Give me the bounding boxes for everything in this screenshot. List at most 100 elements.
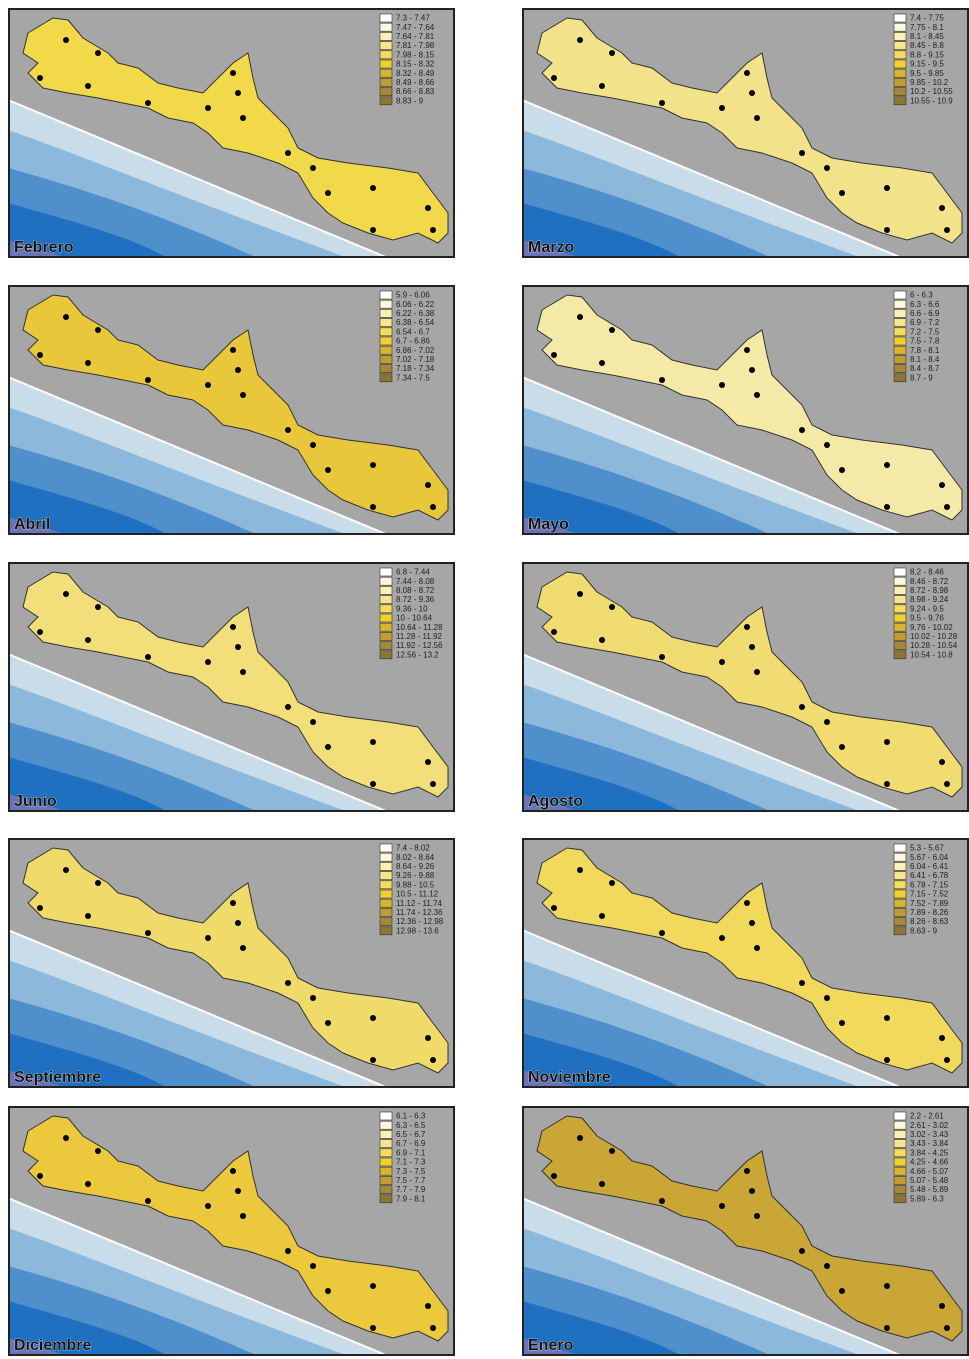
station	[719, 382, 725, 388]
legend-swatch	[380, 69, 392, 77]
month-label: Enero	[528, 1337, 574, 1354]
station	[370, 739, 376, 745]
station	[240, 392, 246, 398]
legend-swatch	[894, 365, 906, 373]
station	[577, 591, 583, 597]
legend-swatch	[380, 1167, 392, 1175]
legend-label: 7.34 - 7.5	[396, 373, 430, 382]
station	[609, 604, 615, 610]
legend-swatch	[380, 97, 392, 105]
legend-swatch	[380, 337, 392, 345]
station	[325, 190, 331, 196]
station	[577, 1135, 583, 1141]
station	[85, 1181, 91, 1187]
legend-label: 8.02 - 8.64	[396, 853, 435, 862]
legend-label: 2.61 - 3.02	[910, 1121, 949, 1130]
legend-swatch	[380, 291, 392, 299]
station	[551, 629, 557, 635]
legend-swatch	[894, 1121, 906, 1129]
station	[370, 1015, 376, 1021]
station	[240, 1213, 246, 1219]
month-label: Noviembre	[528, 1069, 611, 1086]
legend-swatch	[894, 586, 906, 594]
legend-label: 12.98 - 13.6	[396, 926, 439, 935]
legend-label: 8.64 - 9.26	[396, 862, 435, 871]
station	[95, 327, 101, 333]
legend-swatch	[380, 872, 392, 880]
station	[370, 1057, 376, 1063]
legend-label: 10.5 - 11.12	[396, 890, 439, 899]
legend-label: 8.2 - 8.46	[910, 568, 944, 577]
station	[744, 900, 750, 906]
station	[235, 644, 241, 650]
legend-label: 6.54 - 6.7	[396, 327, 430, 336]
legend-label: 9.76 - 10.02	[910, 623, 953, 632]
legend-swatch	[380, 596, 392, 604]
legend-label: 7.3 - 7.47	[396, 14, 430, 23]
station	[285, 704, 291, 710]
legend-label: 7.64 - 7.81	[396, 32, 435, 41]
legend-label: 12.56 - 13.2	[396, 650, 439, 659]
station	[551, 905, 557, 911]
legend-label: 6 - 6.3	[910, 291, 933, 300]
map-panel: 5.3 - 5.675.67 - 6.046.04 - 6.416.41 - 6…	[522, 838, 969, 1088]
legend-swatch	[894, 872, 906, 880]
legend-swatch	[894, 1195, 906, 1203]
legend-swatch	[894, 1149, 906, 1157]
legend-label: 6.86 - 7.02	[396, 346, 435, 355]
legend-swatch	[894, 1158, 906, 1166]
legend-label: 7.15 - 7.52	[910, 890, 949, 899]
station	[944, 227, 950, 233]
station	[939, 1303, 945, 1309]
legend-swatch	[380, 918, 392, 926]
station	[37, 352, 43, 358]
station	[430, 227, 436, 233]
legend-swatch	[380, 881, 392, 889]
station	[285, 150, 291, 156]
station	[719, 659, 725, 665]
station	[95, 1148, 101, 1154]
station	[599, 360, 605, 366]
legend-label: 4.66 - 5.07	[910, 1167, 949, 1176]
legend-label: 6.6 - 6.9	[910, 309, 940, 318]
station	[744, 70, 750, 76]
map-panel: 7.4 - 8.028.02 - 8.648.64 - 9.269.26 - 9…	[8, 838, 455, 1088]
legend-swatch	[894, 14, 906, 22]
station	[719, 1203, 725, 1209]
legend-label: 6.04 - 6.41	[910, 862, 949, 871]
station	[430, 1325, 436, 1331]
station	[430, 1057, 436, 1063]
station	[425, 482, 431, 488]
station	[839, 1288, 845, 1294]
month-label: Junio	[14, 793, 57, 810]
legend-swatch	[894, 309, 906, 317]
legend-label: 7.52 - 7.89	[910, 899, 949, 908]
station	[744, 1168, 750, 1174]
legend-swatch	[894, 853, 906, 861]
legend-label: 11.74 - 12.36	[396, 908, 443, 917]
legend-swatch	[894, 862, 906, 870]
legend-swatch	[380, 328, 392, 336]
station	[230, 624, 236, 630]
legend-label: 12.36 - 12.98	[396, 917, 444, 926]
legend-label: 7.2 - 7.5	[910, 327, 940, 336]
legend-label: 8.15 - 8.32	[396, 60, 435, 69]
station	[63, 1135, 69, 1141]
month-label: Abril	[14, 516, 50, 533]
legend-label: 7.75 - 8.1	[910, 23, 944, 32]
station	[85, 913, 91, 919]
station	[240, 945, 246, 951]
legend-swatch	[380, 908, 392, 916]
station	[754, 115, 760, 121]
map-panel: 7.3 - 7.477.47 - 7.647.64 - 7.817.81 - 7…	[8, 8, 455, 258]
station	[551, 352, 557, 358]
station	[744, 347, 750, 353]
legend-swatch	[894, 577, 906, 585]
legend-swatch	[380, 1112, 392, 1120]
station	[370, 462, 376, 468]
station	[944, 504, 950, 510]
station	[839, 467, 845, 473]
legend-label: 6.22 - 6.38	[396, 309, 435, 318]
legend-label: 8.1 - 8.45	[910, 32, 944, 41]
legend-swatch	[894, 1176, 906, 1184]
